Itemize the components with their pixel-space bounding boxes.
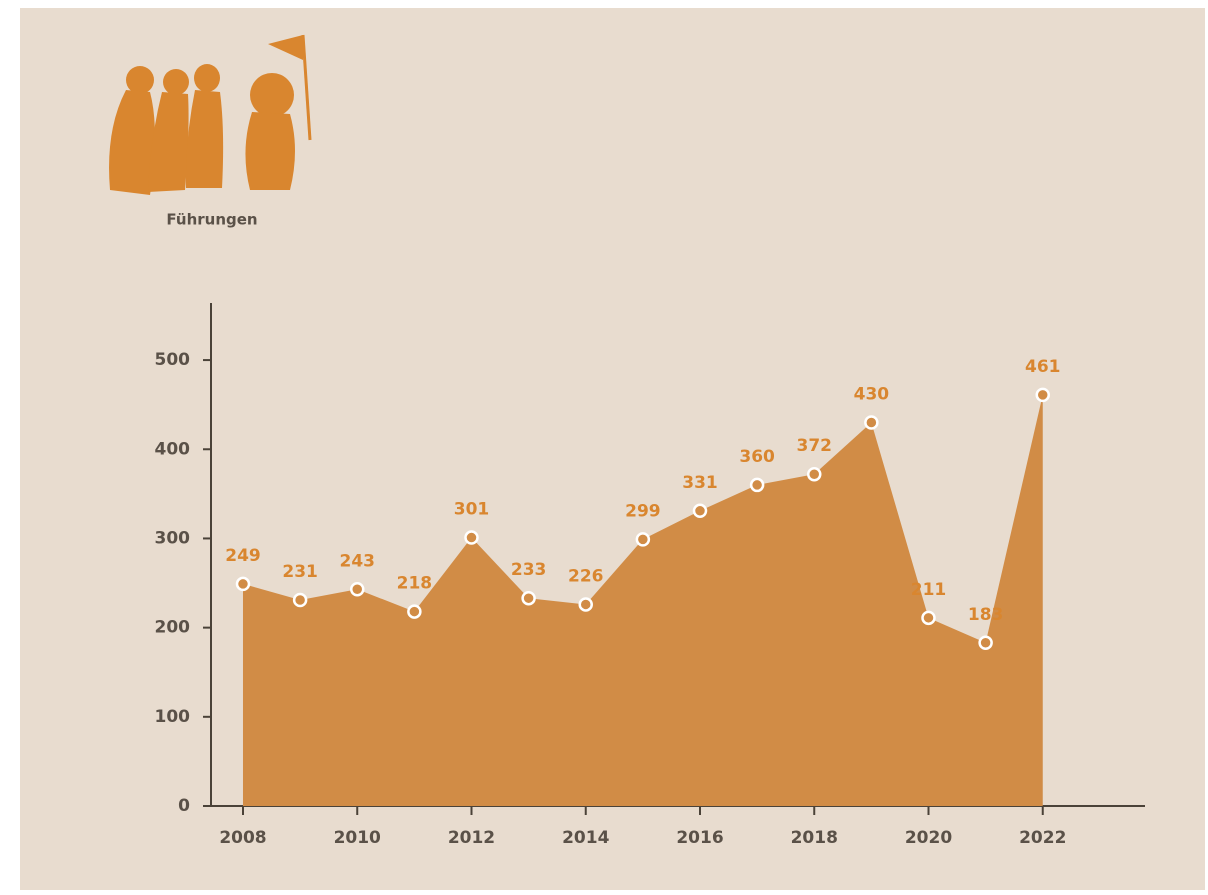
value-label: 233 [511, 560, 547, 580]
x-tick-label: 2008 [219, 828, 266, 848]
value-label: 231 [282, 562, 318, 582]
point [864, 415, 879, 430]
x-tick-label: 2018 [791, 828, 838, 848]
y-tick-label: 200 [155, 618, 191, 638]
y-tick-label: 100 [155, 707, 191, 727]
chart-title: Führungen [166, 211, 257, 229]
value-label: 226 [568, 566, 604, 586]
value-label: 218 [397, 574, 433, 594]
y-tick-label: 300 [155, 528, 191, 548]
point [692, 503, 708, 519]
point [978, 635, 993, 651]
value-label: 360 [739, 447, 775, 467]
x-tick-label: 2016 [676, 828, 723, 848]
point [235, 576, 251, 592]
value-label: 211 [911, 580, 947, 600]
value-label: 372 [796, 436, 832, 456]
y-tick-label: 0 [178, 796, 190, 816]
x-tick-label: 2022 [1019, 828, 1066, 848]
point [749, 477, 765, 493]
point [407, 604, 422, 619]
value-label: 243 [339, 551, 375, 571]
x-tick-label: 2014 [562, 828, 609, 848]
point [1035, 387, 1050, 403]
point [578, 597, 593, 612]
point [464, 530, 479, 545]
icon [109, 34, 312, 195]
value-label: 430 [854, 385, 890, 405]
value-label: 461 [1025, 357, 1061, 377]
value-label: 301 [454, 500, 490, 520]
area [242, 394, 1043, 806]
point [635, 532, 651, 547]
x-tick-label: 2010 [334, 828, 381, 848]
point [349, 582, 365, 597]
value-label: 183 [968, 605, 1004, 625]
point [806, 466, 822, 482]
y-tick-label: 400 [155, 439, 191, 459]
y-tick-label: 500 [155, 350, 191, 370]
point [521, 590, 536, 606]
value-label: 249 [225, 546, 261, 566]
x-tick-label: 2020 [905, 828, 952, 848]
value-label: 299 [625, 501, 661, 521]
value-label: 331 [682, 473, 718, 493]
x-tick-label: 2012 [448, 828, 495, 848]
point [921, 610, 936, 626]
point [292, 592, 308, 608]
